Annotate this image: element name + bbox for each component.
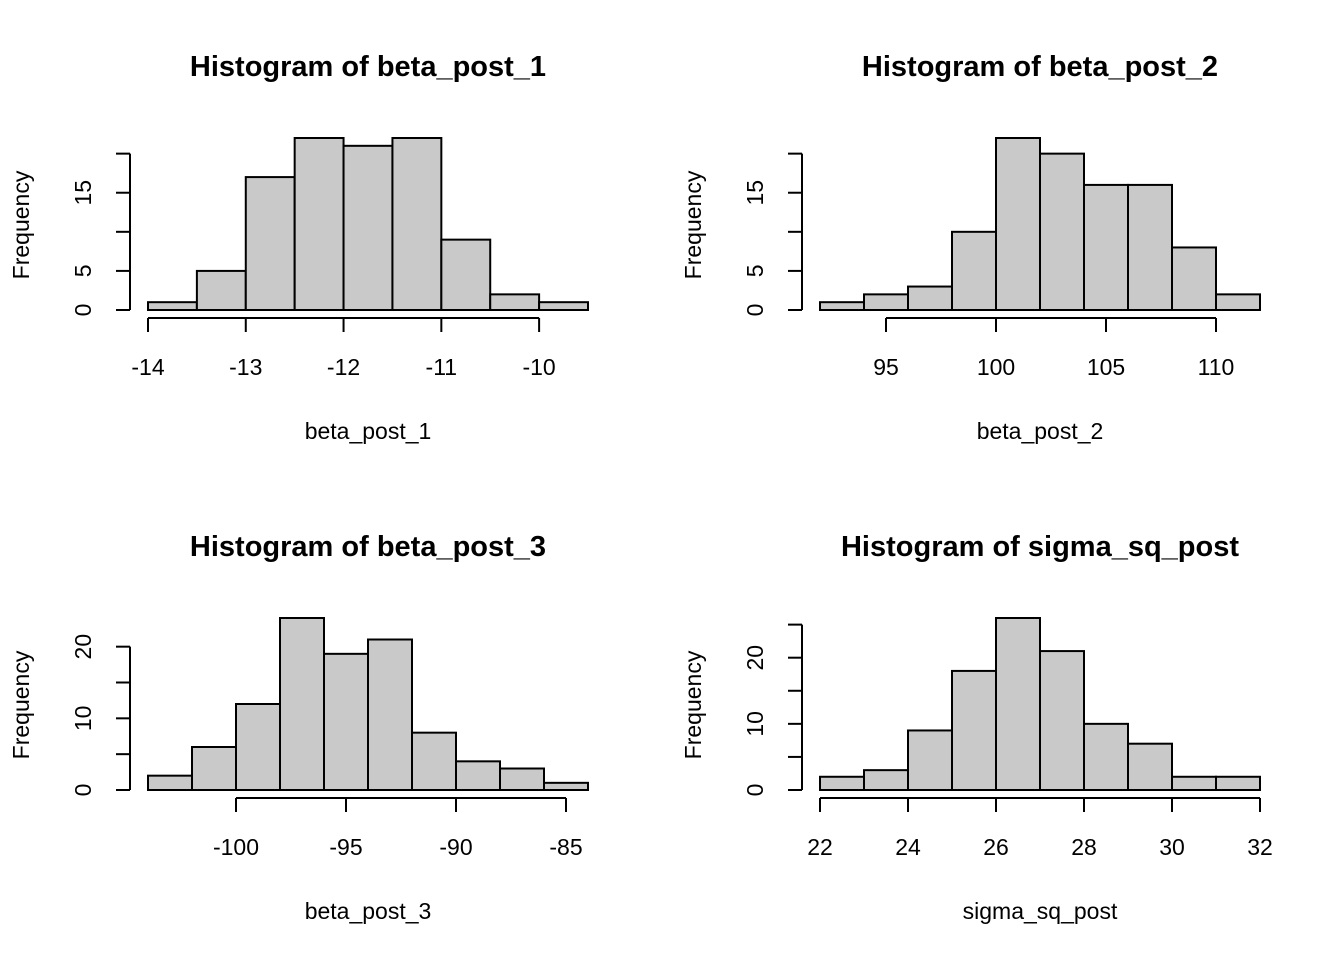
histogram-bar [367,638,413,791]
y-tick-label: 5 [70,265,96,278]
histogram-bar [499,767,545,791]
histogram-bar [1215,293,1261,312]
chart-title: Histogram of beta_post_2 [862,51,1218,83]
y-tick-label: 20 [70,634,96,660]
x-tick-label: -13 [229,354,262,380]
x-tick-label: -12 [327,354,360,380]
histogram-bar [279,617,325,791]
histogram-bar [411,731,457,792]
x-tick-label: -95 [329,834,362,860]
x-axis-label: beta_post_2 [977,418,1104,444]
histogram-bar [489,293,541,312]
x-tick-label: -14 [131,354,164,380]
x-tick-label: -90 [439,834,472,860]
histogram-bar [819,775,865,791]
x-axis-label: beta_post_3 [305,898,432,924]
x-tick-label: 32 [1247,834,1273,860]
y-tick-label: 20 [742,645,768,671]
histogram-bar [195,269,247,311]
panel-beta-post-2: Histogram of beta_post_2 beta_post_2 Fre… [680,51,1261,444]
chart-title: Histogram of beta_post_3 [190,531,546,563]
y-tick-label: 10 [742,711,768,737]
x-tick-label: 24 [895,834,921,860]
histogram-bar [538,301,589,312]
chart-title: Histogram of sigma_sq_post [841,531,1239,563]
plot-area: -100 -95 -90 -85 0 10 20 [70,617,589,860]
y-axis-label: Frequency [8,170,34,279]
y-tick-label: 0 [70,784,96,797]
y-axis-label: Frequency [680,170,706,279]
histogram-bar [244,176,296,311]
histogram-bar [1127,742,1173,792]
histogram-bar [235,703,281,791]
histogram-bar [995,617,1041,791]
y-tick-label: 15 [742,180,768,206]
y-tick-label: 0 [70,304,96,317]
x-tick-label: 30 [1159,834,1185,860]
y-tick-label: 5 [742,265,768,278]
histogram-bar [342,144,394,311]
histogram-bar [863,769,909,792]
histogram-bar [1127,183,1173,311]
chart-title: Histogram of beta_post_1 [190,51,546,83]
histogram-bar [819,301,865,312]
histogram-bar [863,293,909,312]
histogram-bar [1039,152,1085,311]
histogram-bar [995,137,1041,311]
x-tick-label: 26 [983,834,1009,860]
x-tick-label: -100 [213,834,259,860]
histogram-bar [147,774,193,792]
y-tick-label: 0 [742,784,768,797]
histogram-bar [1039,650,1085,791]
x-tick-label: 95 [873,354,899,380]
y-tick-label: 15 [70,180,96,206]
y-tick-label: 10 [70,706,96,732]
x-tick-label: -85 [549,834,582,860]
x-tick-label: -10 [522,354,555,380]
x-tick-label: 105 [1087,354,1125,380]
histogram-bar [1171,775,1217,791]
histogram-bar [951,669,997,792]
histogram-bar [191,746,237,791]
histogram-bar [455,760,501,791]
histogram-bar [1171,246,1217,311]
histogram-bar [951,230,997,311]
plot-area: -14 -13 -12 -11 -10 0 5 15 [70,137,589,380]
histogram-bar [391,137,443,311]
histogram-bar [147,301,198,312]
histogram-bar [323,652,369,791]
panel-beta-post-3: Histogram of beta_post_3 beta_post_3 Fre… [8,531,589,924]
histogram-bar [1083,183,1129,311]
y-axis-label: Frequency [680,650,706,759]
y-axis-label: Frequency [8,650,34,759]
histogram-bar [543,781,589,791]
histogram-bar [293,137,345,311]
panel-sigma-sq-post: Histogram of sigma_sq_post sigma_sq_post… [680,531,1273,924]
x-tick-label: 110 [1198,354,1235,380]
x-tick-label: -11 [426,354,458,380]
histogram-bar [907,729,953,792]
plot-area: 22 24 26 28 30 32 0 10 20 [742,617,1273,860]
x-axis-label: sigma_sq_post [963,898,1118,924]
histogram-bar [1083,722,1129,791]
x-tick-label: 100 [977,354,1015,380]
x-axis-label: beta_post_1 [305,418,432,444]
x-tick-label: 22 [807,834,833,860]
plot-area: 95 100 105 110 0 5 15 [742,137,1261,380]
y-tick-label: 0 [742,304,768,317]
x-tick-label: 28 [1071,834,1097,860]
panel-beta-post-1: Histogram of beta_post_1 beta_post_1 Fre… [8,51,589,444]
histogram-bar [440,238,492,312]
histogram-bar [907,285,953,311]
histogram-bar [1215,775,1261,791]
